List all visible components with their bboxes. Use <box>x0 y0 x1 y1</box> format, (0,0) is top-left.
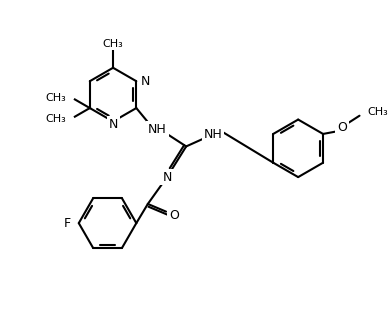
Text: CH₃: CH₃ <box>45 114 66 124</box>
Text: N: N <box>108 118 118 131</box>
Text: O: O <box>169 209 179 222</box>
Text: CH₃: CH₃ <box>103 39 123 49</box>
Text: N: N <box>141 75 151 88</box>
Text: O: O <box>337 121 347 134</box>
Text: F: F <box>64 217 71 230</box>
Text: CH₃: CH₃ <box>45 92 66 103</box>
Text: NH: NH <box>204 129 222 141</box>
Text: NH: NH <box>148 123 167 136</box>
Text: N: N <box>162 171 172 183</box>
Text: CH₃: CH₃ <box>367 107 388 117</box>
